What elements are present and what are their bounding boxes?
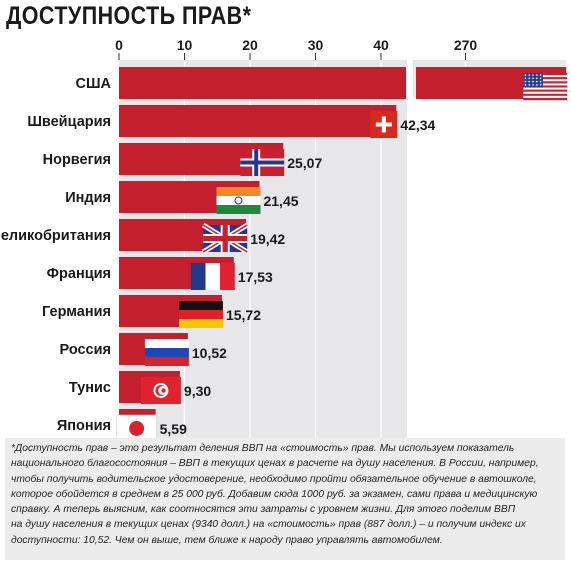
tunisia-flag <box>140 377 181 404</box>
bar-chart: 010203040270США289,75Швейцария42,34Норве… <box>0 37 571 438</box>
category-label: Тунис <box>69 380 111 396</box>
category-label: Норвегия <box>43 152 111 168</box>
footnote-line: которое обойдется в среднем в 25 000 руб… <box>11 488 538 500</box>
tick-label: 20 <box>242 37 258 53</box>
category-label: Индия <box>65 190 111 206</box>
footnote-line: на душу населения в текущих ценах (9340 … <box>11 519 526 531</box>
value-label: 21,45 <box>263 193 298 209</box>
category-label: Великобритания <box>0 228 111 244</box>
footnote-line: национального благосостояния – ВВП в тек… <box>11 458 539 470</box>
footnote-line: доступности: 10,52. Чем он выше, тем бли… <box>11 534 443 546</box>
tick-label: 40 <box>373 37 389 53</box>
value-label: 9,30 <box>184 383 211 399</box>
category-label: Япония <box>57 418 111 434</box>
value-label: 10,52 <box>192 345 227 361</box>
usa-flag <box>523 73 568 101</box>
tick-label: 270 <box>454 37 478 53</box>
footnote-line: *Доступность прав – это результат делени… <box>11 443 515 454</box>
value-label: 17,53 <box>238 269 273 285</box>
footnote-line: чтобы получить водительское удостоверени… <box>11 473 537 485</box>
value-label: 5,59 <box>160 421 187 437</box>
germany-flag <box>178 301 223 328</box>
tick-label: 0 <box>115 37 123 53</box>
value-label: 25,07 <box>287 155 322 171</box>
tick-label: 30 <box>308 37 324 53</box>
category-label: Франция <box>47 266 111 282</box>
category-label: Швейцария <box>27 114 111 130</box>
japan-flag <box>116 414 157 438</box>
footnote-line: справку. А теперь выясним, как соотносят… <box>11 504 516 516</box>
russia-flag <box>144 339 189 366</box>
france-flag <box>190 263 235 290</box>
category-label: США <box>75 76 111 92</box>
bar <box>119 105 397 137</box>
tick-label: 10 <box>177 37 193 53</box>
norway-flag <box>240 149 285 176</box>
value-label: 19,42 <box>250 231 285 247</box>
value-label: 42,34 <box>400 117 435 133</box>
uk-flag <box>201 222 249 255</box>
switzerland-flag <box>370 111 398 138</box>
bar <box>119 67 406 99</box>
page-title: ДОСТУПНОСТЬ ПРАВ* <box>6 2 252 30</box>
category-label: Россия <box>60 342 111 358</box>
footnote: *Доступность прав – это результат делени… <box>5 438 565 560</box>
value-label: 15,72 <box>226 307 261 323</box>
india-flag <box>216 187 261 214</box>
category-label: Германия <box>42 304 111 320</box>
